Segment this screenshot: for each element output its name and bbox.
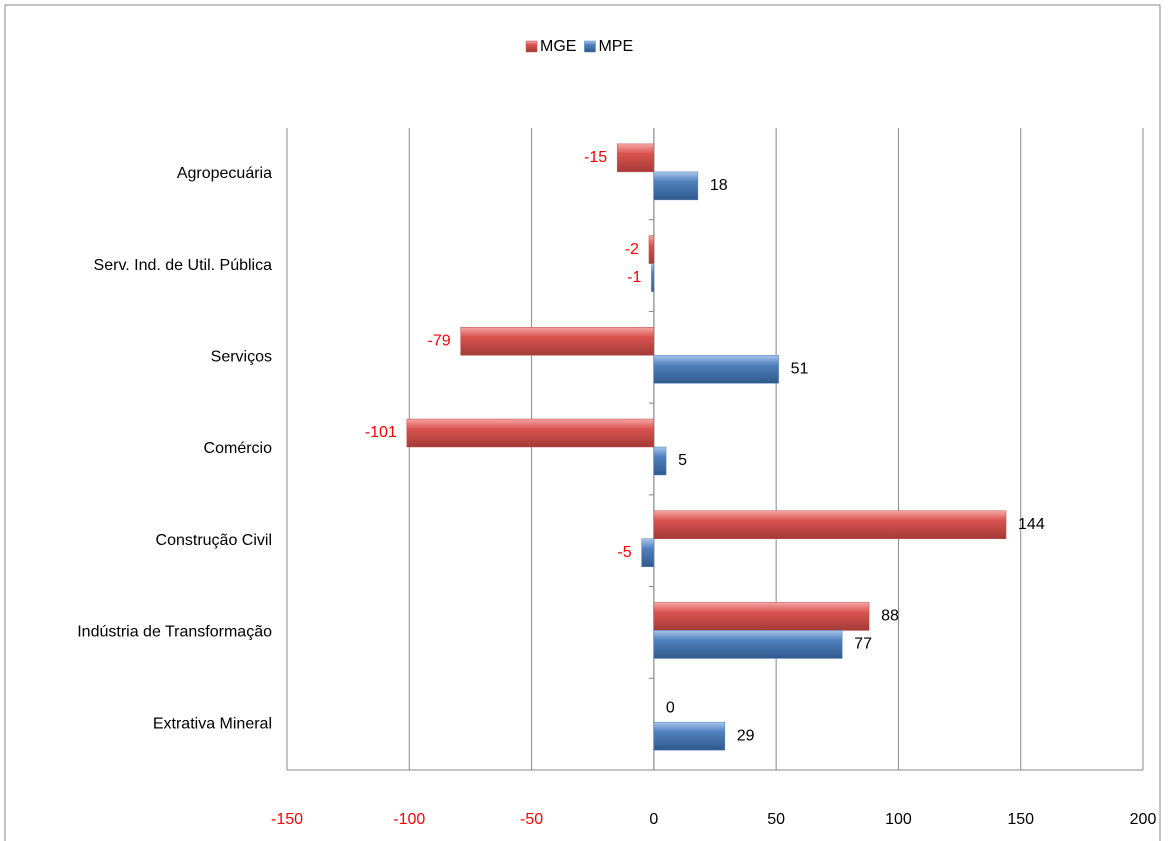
data-label: 77 (854, 636, 872, 653)
bar (653, 355, 779, 384)
data-label: 144 (1018, 516, 1045, 533)
bar (641, 538, 655, 567)
data-label: 88 (881, 608, 899, 625)
y-tick-label: Construção Civil (156, 532, 272, 549)
y-tick-label: Comércio (204, 440, 273, 457)
bar (653, 510, 1007, 539)
data-label: -5 (617, 544, 631, 561)
x-tick-label: 100 (885, 811, 912, 828)
bar (653, 171, 699, 201)
bar (648, 235, 655, 264)
bar (653, 602, 870, 631)
legend-label: MPE (598, 38, 633, 55)
bar (653, 721, 726, 751)
data-label: 18 (710, 177, 728, 194)
data-label: -15 (584, 149, 607, 166)
bar (406, 418, 655, 448)
bar (653, 630, 843, 659)
y-tick-label: Serv. Ind. de Util. Pública (94, 257, 273, 274)
data-label: -101 (365, 424, 397, 441)
legend-swatch (525, 40, 538, 53)
x-tick-label: 200 (1130, 811, 1157, 828)
y-tick-label: Agropecuária (177, 165, 272, 182)
legend-label: MGE (540, 38, 576, 55)
x-tick-label: 50 (767, 811, 785, 828)
y-tick-label: Indústria de Transformação (77, 624, 272, 641)
x-tick-label: 0 (649, 811, 658, 828)
data-label: -2 (625, 241, 639, 258)
x-tick-label: -50 (520, 811, 543, 828)
data-label: 0 (666, 699, 675, 716)
x-tick-label: 150 (1007, 811, 1034, 828)
bar (651, 263, 655, 292)
bar (653, 446, 667, 476)
x-tick-label: -100 (393, 811, 425, 828)
y-tick-label: Serviços (211, 349, 272, 366)
legend-swatch (584, 40, 596, 53)
bar (460, 327, 655, 356)
data-label: -79 (428, 333, 451, 350)
data-label: -1 (627, 269, 641, 286)
data-label: 5 (678, 452, 687, 469)
bar (616, 143, 655, 173)
x-tick-label: -150 (271, 811, 303, 828)
y-tick-label: Extrativa Mineral (153, 715, 272, 732)
data-label: 29 (737, 727, 755, 744)
data-label: 51 (791, 361, 809, 378)
